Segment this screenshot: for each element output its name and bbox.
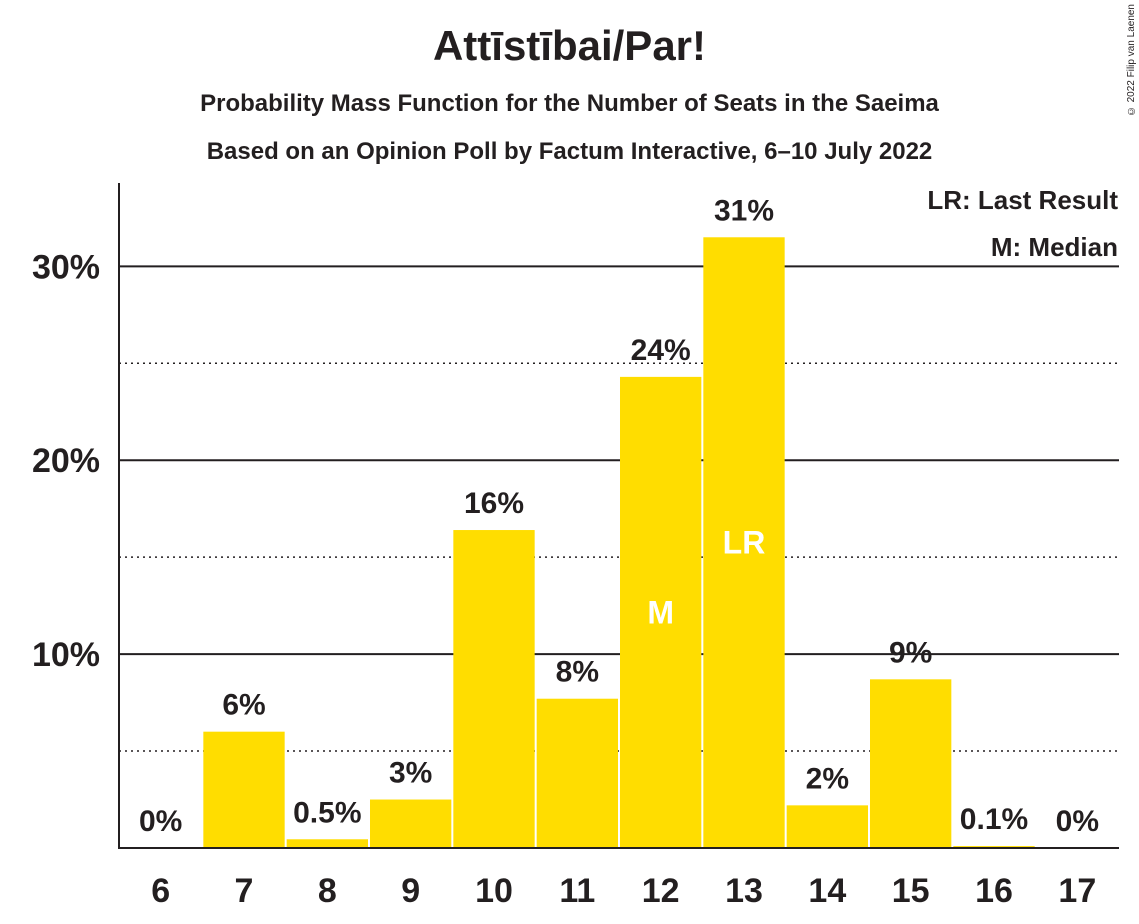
bar	[536, 698, 618, 848]
data-label: 8%	[556, 656, 599, 689]
bar	[786, 805, 868, 848]
data-label: 9%	[889, 636, 932, 669]
chart-subtitle: Probability Mass Function for the Number…	[200, 90, 939, 117]
data-label: 0.5%	[293, 796, 361, 829]
data-label: 24%	[631, 334, 691, 367]
x-tick-label: 7	[235, 872, 254, 910]
x-tick-label: 9	[401, 872, 420, 910]
x-tick-label: 14	[808, 872, 846, 910]
data-label: 31%	[714, 194, 774, 227]
x-tick-label: 11	[559, 872, 595, 910]
data-label: 3%	[389, 757, 432, 790]
data-label: 16%	[464, 487, 524, 520]
x-tick-label: 8	[318, 872, 337, 910]
legend-median: M: Median	[990, 232, 1118, 262]
data-label: 2%	[806, 762, 849, 795]
data-label: 0%	[1056, 805, 1099, 838]
bar	[370, 799, 452, 848]
x-tick-label: 10	[475, 872, 513, 910]
legend-last-result: LR: Last Result	[927, 185, 1118, 215]
y-tick-label: 20%	[32, 442, 100, 480]
bar	[620, 376, 702, 848]
x-tick-label: 13	[725, 872, 763, 910]
x-tick-label: 12	[642, 872, 680, 910]
bar	[453, 530, 535, 848]
bar	[870, 679, 952, 848]
data-label: 0%	[139, 805, 182, 838]
chart-title: Attīstībai/Par!	[432, 22, 707, 69]
y-tick-label: 30%	[32, 248, 100, 286]
x-tick-label: 6	[151, 872, 170, 910]
y-tick-label: 10%	[32, 636, 100, 674]
bar	[703, 237, 785, 849]
data-label: 6%	[222, 689, 265, 722]
chart-source: Based on an Opinion Poll by Factum Inter…	[206, 138, 933, 165]
x-tick-label: 15	[892, 872, 930, 910]
bar-marker: LR	[723, 525, 766, 561]
data-label: 0.1%	[960, 803, 1028, 836]
x-tick-label: 17	[1058, 872, 1096, 910]
x-tick-label: 16	[975, 872, 1013, 910]
bar	[286, 839, 368, 848]
bar	[203, 731, 285, 848]
bar-marker: M	[647, 594, 674, 630]
